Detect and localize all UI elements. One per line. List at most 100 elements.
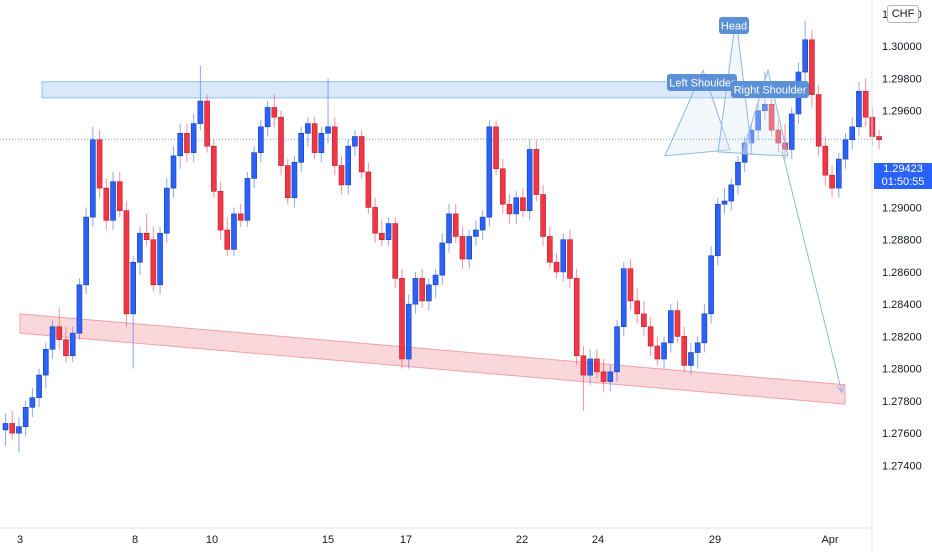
candle-body <box>748 129 755 144</box>
candle <box>325 78 331 143</box>
candle <box>607 365 614 392</box>
candle-body <box>822 145 829 176</box>
candle <box>499 159 506 214</box>
candle-body <box>466 236 472 260</box>
candle <box>392 217 399 289</box>
candle <box>284 159 291 205</box>
head-label-text: Head <box>721 21 747 33</box>
candle <box>688 342 694 376</box>
candle-body <box>365 171 372 208</box>
candle <box>822 136 829 185</box>
candle <box>69 326 76 363</box>
price-tick-label: 1.27800 <box>882 396 922 408</box>
candle <box>654 336 661 366</box>
candle <box>63 326 69 363</box>
candle <box>311 117 318 160</box>
price-axis[interactable]: 1.27400 1.27600 1.27800 1.28000 1.28200 1.284… <box>871 0 922 550</box>
candle-body <box>345 145 352 186</box>
candle-body <box>674 310 681 337</box>
candle <box>446 204 452 253</box>
candle-body <box>412 278 419 305</box>
candle-body <box>22 407 29 427</box>
candle <box>768 94 775 137</box>
support-channel-zone[interactable] <box>19 313 846 405</box>
candle <box>365 162 372 214</box>
candle <box>728 178 735 211</box>
current-price-tag: 1.29423 01:50:55 <box>874 163 932 189</box>
candle <box>379 220 385 247</box>
candle <box>29 387 36 417</box>
candle <box>614 320 620 382</box>
currency-badge[interactable]: CHF <box>887 5 919 23</box>
candle-body <box>641 313 647 328</box>
candle <box>22 400 29 437</box>
candle <box>694 336 701 369</box>
candle <box>264 101 271 137</box>
candle <box>594 349 600 379</box>
candle <box>493 120 499 176</box>
candle <box>211 139 217 198</box>
candle <box>177 123 184 169</box>
candle <box>835 152 842 198</box>
candle <box>862 78 869 127</box>
right-shoulder-triangle[interactable] <box>741 68 789 157</box>
right-shoulder-label[interactable]: Right Shoulder <box>731 81 809 98</box>
price-tick-label: 1.28400 <box>882 299 922 311</box>
candle-body <box>419 278 425 302</box>
head-label-bg <box>719 17 749 34</box>
candle-body <box>829 174 835 189</box>
candle <box>620 262 627 337</box>
price-tick-label: 1.28600 <box>882 267 922 279</box>
candle <box>580 346 587 411</box>
candle <box>16 417 22 453</box>
candle-body <box>372 207 378 234</box>
candle-body <box>399 278 405 360</box>
candle <box>715 197 721 266</box>
candle-body <box>573 278 580 357</box>
candle-body <box>177 132 184 157</box>
candle-body <box>271 107 278 118</box>
candle-body <box>667 310 674 344</box>
candle <box>526 139 533 221</box>
candle-body <box>278 116 284 166</box>
head-label[interactable]: Head <box>719 17 749 34</box>
candle <box>573 268 580 366</box>
candles-layer <box>2 20 882 453</box>
time-axis[interactable]: 3 8 10 15 17 22 24 29 Apr <box>0 527 872 546</box>
candle-body <box>446 213 452 244</box>
candle <box>641 300 647 337</box>
candle <box>452 204 459 243</box>
candle-body <box>809 39 815 95</box>
candle <box>600 358 607 392</box>
candle <box>103 178 110 231</box>
candle <box>520 188 526 218</box>
candle-body <box>338 165 345 186</box>
candle-body <box>876 136 882 141</box>
candle-body <box>170 155 177 189</box>
candle-body <box>224 229 231 250</box>
left-shoulder-label[interactable]: Left Shoulder <box>667 74 737 91</box>
candle <box>43 342 49 388</box>
candle <box>278 110 284 176</box>
candle-body <box>735 162 741 186</box>
candle-body <box>862 91 869 118</box>
candle-body <box>69 332 76 357</box>
candle <box>372 197 378 243</box>
candle-body <box>211 145 217 192</box>
candle <box>150 226 157 292</box>
candle-body <box>486 126 493 218</box>
candle-body <box>305 123 311 134</box>
candle <box>291 155 298 208</box>
candle <box>775 120 782 153</box>
candle-body <box>708 255 714 315</box>
projection-arrow[interactable] <box>781 150 845 394</box>
candle-body <box>620 268 627 328</box>
candle-body <box>634 300 640 315</box>
candle <box>123 200 130 327</box>
candle-body <box>325 126 331 134</box>
left-shoulder-triangle[interactable] <box>664 69 731 157</box>
candle-body <box>654 345 661 360</box>
candle-body <box>721 200 728 205</box>
